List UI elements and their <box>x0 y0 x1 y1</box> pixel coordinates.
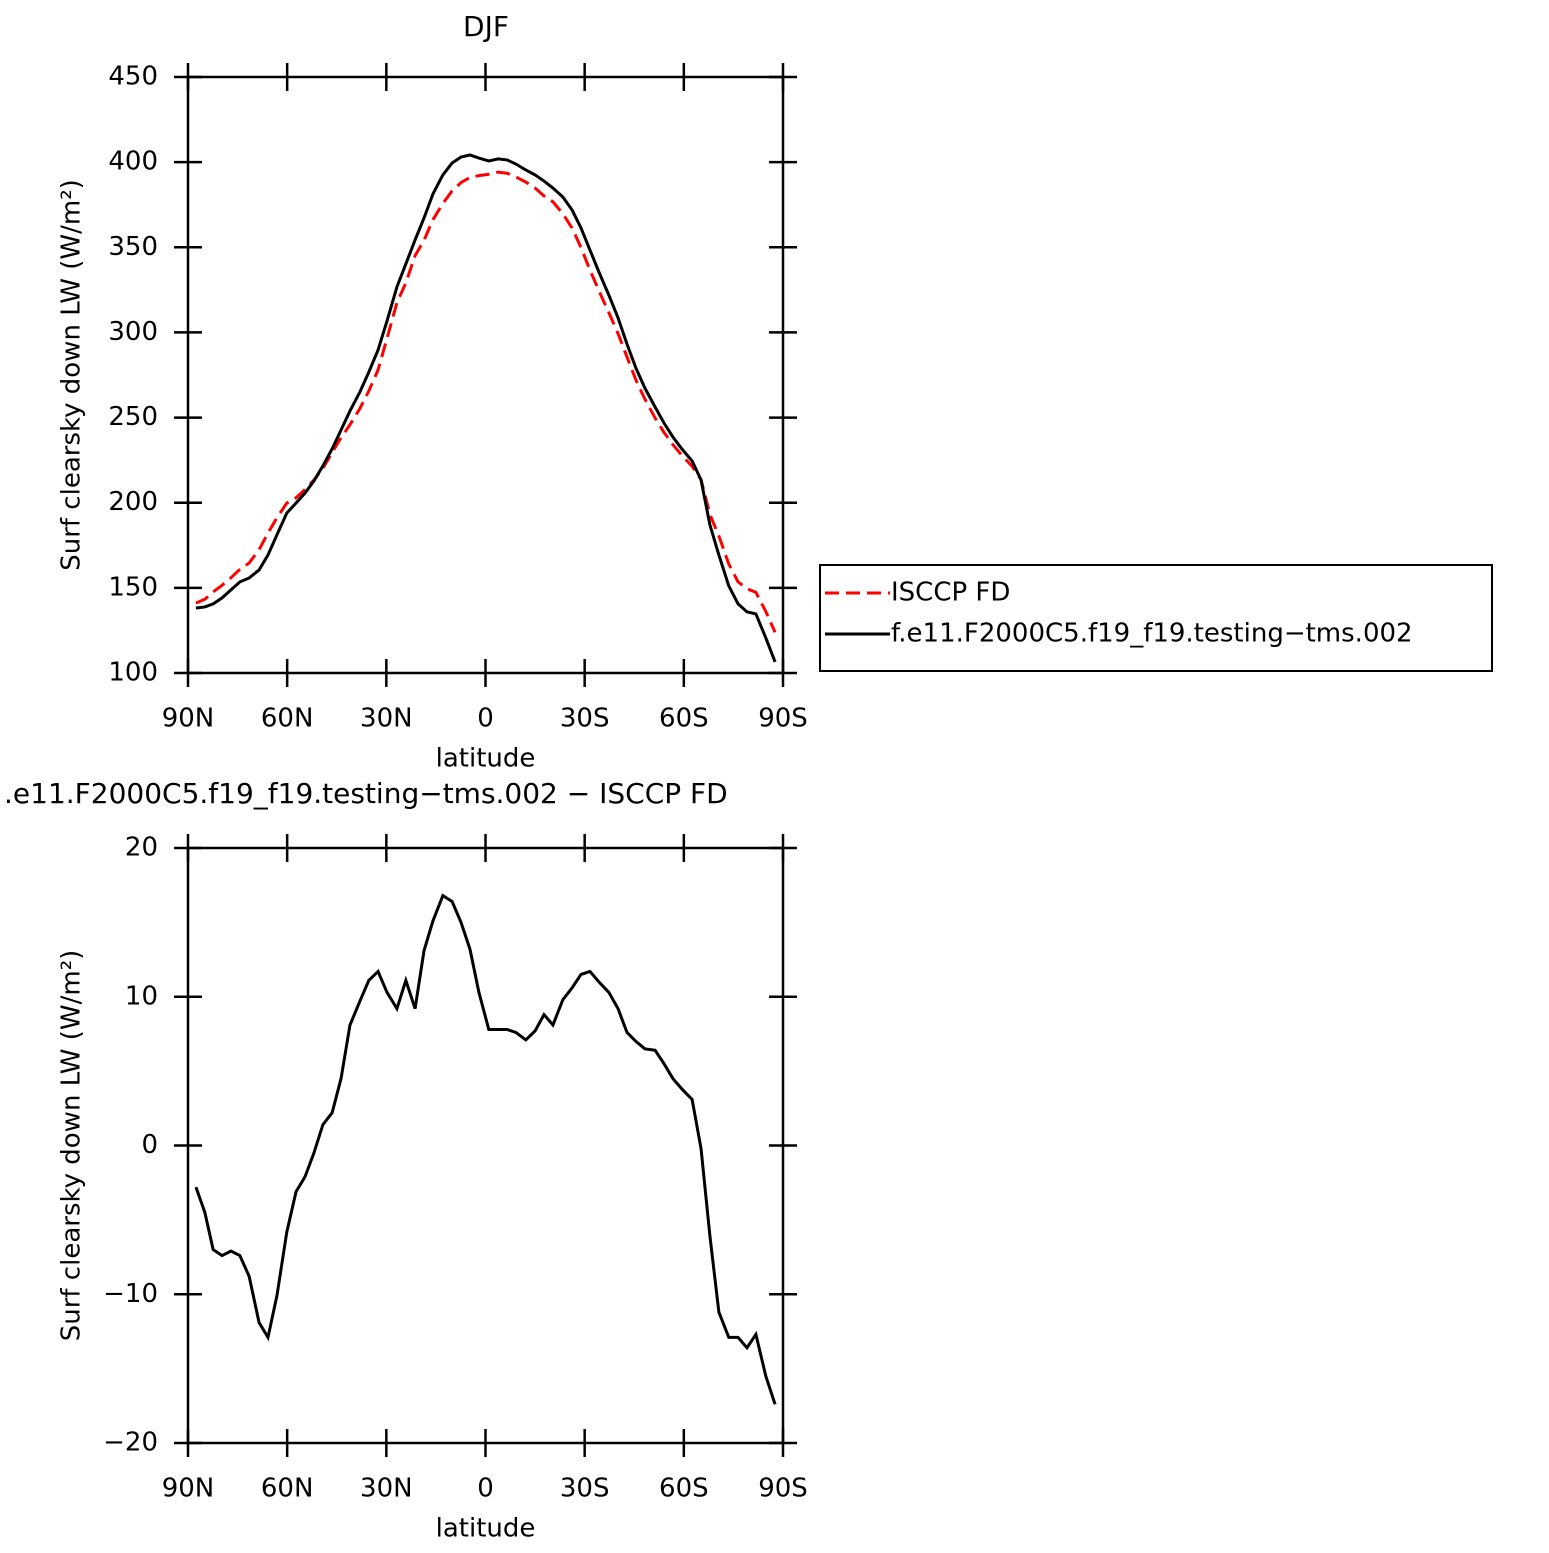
data-line <box>194 893 777 1405</box>
plot-frame <box>186 75 785 675</box>
x-tick-label: 30N <box>360 704 413 734</box>
y-tick-label: −20 <box>103 1428 158 1458</box>
y-tick-label: 300 <box>108 317 158 347</box>
x-tick-label: 90S <box>758 1474 808 1504</box>
data-line <box>195 153 777 663</box>
y-tick-label: 20 <box>125 833 158 863</box>
y-axis-label: Surf clearsky down LW (W/m²) <box>57 950 87 1342</box>
chart-title: DJF <box>463 10 509 43</box>
x-tick-label: 30S <box>560 704 610 734</box>
plot-frame <box>186 846 785 1445</box>
x-tick-label: 30S <box>560 1474 610 1504</box>
y-tick-label: 200 <box>108 487 158 517</box>
x-tick-label: 90N <box>162 1474 215 1504</box>
y-tick-label: 250 <box>108 402 158 432</box>
x-tick-label: 60N <box>261 1474 314 1504</box>
legend-box <box>819 564 1493 672</box>
x-tick-label: 60S <box>659 704 709 734</box>
y-axis-label: Surf clearsky down LW (W/m²) <box>57 179 87 571</box>
x-tick-label: 90N <box>162 704 215 734</box>
y-tick-label: 0 <box>141 1130 158 1160</box>
chart-title: .e11.F2000C5.f19_f19.testing−tms.002 − I… <box>4 777 728 810</box>
x-axis-label: latitude <box>436 1514 536 1544</box>
y-tick-label: 350 <box>108 232 158 262</box>
legend-label: f.e11.F2000C5.f19_f19.testing−tms.002 <box>891 619 1413 649</box>
y-tick-label: 150 <box>108 572 158 602</box>
x-tick-label: 60N <box>261 704 314 734</box>
x-tick-label: 30N <box>360 1474 413 1504</box>
x-tick-label: 0 <box>477 1474 494 1504</box>
data-line <box>195 170 777 633</box>
y-tick-label: 10 <box>125 981 158 1011</box>
y-tick-label: 450 <box>108 62 158 92</box>
x-axis-label: latitude <box>436 744 536 774</box>
x-tick-label: 60S <box>659 1474 709 1504</box>
y-tick-label: 400 <box>108 147 158 177</box>
x-tick-label: 90S <box>758 704 808 734</box>
y-tick-label: −10 <box>103 1279 158 1309</box>
legend-label: ISCCP FD <box>891 578 1010 608</box>
y-tick-label: 100 <box>108 658 158 688</box>
x-tick-label: 0 <box>477 704 494 734</box>
